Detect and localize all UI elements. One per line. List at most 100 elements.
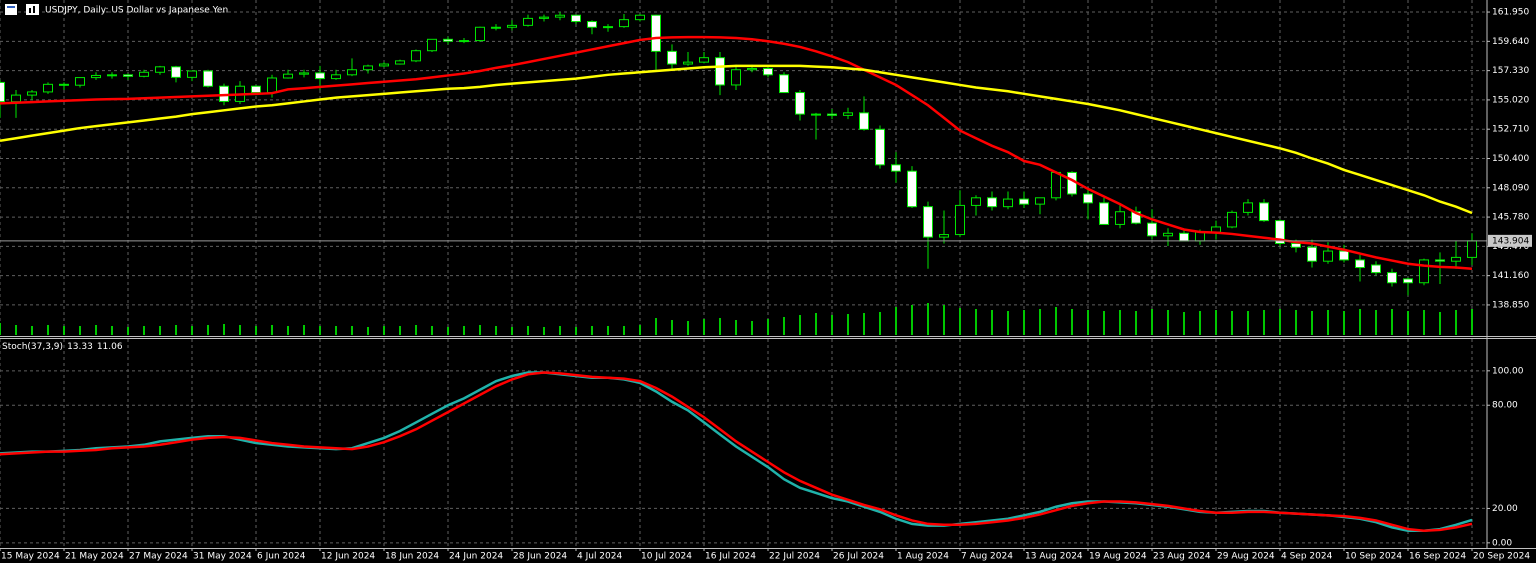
x-tick-label: 22 Jul 2024: [769, 552, 820, 562]
x-tick-label: 31 May 2024: [193, 552, 252, 562]
candle-body: [427, 38, 437, 52]
volume-bar: [863, 313, 865, 335]
stoch-plot: [0, 371, 1473, 533]
candle-body: [1371, 264, 1381, 274]
chart-icon-detail: [29, 8, 31, 13]
volume-bar: [1263, 310, 1265, 335]
candle-body: [955, 204, 965, 236]
candle-body: [1387, 272, 1397, 284]
volume-bar: [975, 309, 977, 335]
volume-bar: [911, 305, 913, 335]
chart-icon: [26, 4, 39, 15]
volume-bar: [1167, 310, 1169, 335]
y-tick-label: 159.640: [1492, 37, 1529, 47]
volume-bar: [1135, 311, 1137, 335]
volume-bar: [1007, 311, 1009, 335]
volume-bar: [767, 319, 769, 335]
volume-bar: [31, 326, 33, 335]
candle-body: [1035, 197, 1045, 205]
candle-body: [1419, 259, 1429, 284]
candle-body: [587, 21, 597, 28]
volume-bar: [655, 318, 657, 335]
candle-body: [635, 14, 645, 21]
candle-body: [203, 70, 213, 87]
title-bar: USDJPY, Daily: US Dollar vs Japanese Yen: [5, 4, 228, 16]
candle-body: [1339, 250, 1349, 261]
volume-bar: [623, 326, 625, 335]
indicator-title: Stoch(37,3,9): [2, 342, 63, 352]
volume-bar: [719, 318, 721, 335]
candle-body: [875, 128, 885, 166]
candle-body: [123, 74, 133, 77]
candle-body: [1147, 222, 1157, 237]
candle-body: [1323, 250, 1333, 262]
candle-body: [267, 77, 277, 94]
candle-body: [1435, 259, 1445, 262]
volume-bar: [479, 325, 481, 335]
volume-bar: [463, 326, 465, 335]
moving-average: [0, 64, 1473, 215]
volume-bar: [815, 313, 817, 335]
candle-body: [1275, 220, 1285, 244]
candle-body: [1163, 232, 1173, 237]
candle-body: [1355, 259, 1365, 269]
y-tick-label: 157.330: [1492, 66, 1529, 76]
volume-bar: [639, 325, 641, 335]
x-tick-label: 16 Sep 2024: [1409, 552, 1466, 562]
candle-body: [11, 94, 21, 103]
candle-body: [811, 113, 821, 116]
volume-bar: [319, 326, 321, 335]
main-plot: [0, 12, 1487, 335]
candle-body: [699, 57, 709, 63]
volume-bar: [1215, 310, 1217, 335]
candle-body: [107, 74, 117, 77]
volume-bar: [735, 320, 737, 335]
volume-bar: [95, 325, 97, 335]
stoch-grid: [0, 339, 1487, 548]
window-icon-detail: [7, 6, 15, 8]
volume-bar: [399, 326, 401, 335]
moving-average: [0, 35, 1473, 271]
volume-bar: [1247, 311, 1249, 335]
volume-bar: [879, 312, 881, 335]
volume-bar: [255, 326, 257, 335]
volume-bar: [1439, 312, 1441, 335]
volume-bar: [1087, 310, 1089, 335]
candle-body: [1099, 202, 1109, 225]
volume-bar: [159, 326, 161, 335]
x-tick-label: 19 Aug 2024: [1089, 552, 1147, 562]
y-tick-label: 138.850: [1492, 300, 1529, 310]
candle-body: [347, 69, 357, 76]
candle-body: [331, 74, 341, 80]
volume-bar: [671, 320, 673, 335]
volume-bar: [847, 314, 849, 335]
candle-body: [379, 63, 389, 67]
candle-body: [43, 83, 53, 93]
x-tick-label: 29 Aug 2024: [1217, 552, 1275, 562]
volume-bar: [175, 325, 177, 335]
volume-bar: [959, 308, 961, 335]
candle-body: [715, 57, 725, 86]
volume-bar: [1071, 309, 1073, 335]
indicator-signal-value: 11.06: [97, 342, 123, 352]
volume-bar: [223, 324, 225, 335]
candle-body: [0, 81, 5, 103]
volume-bar: [943, 305, 945, 335]
y-tick-label: 155.020: [1492, 95, 1529, 105]
candle-body: [491, 26, 501, 29]
volume-bar: [1103, 311, 1105, 335]
last-price-box: [1488, 234, 1532, 247]
y-tick-label: 161.950: [1492, 8, 1529, 18]
candle-body: [75, 77, 85, 86]
candle-body: [651, 14, 661, 52]
volume-bar: [1023, 310, 1025, 335]
volume-bar: [1231, 311, 1233, 335]
volume-bar: [143, 326, 145, 335]
candle-body: [1403, 278, 1413, 284]
volume-bar: [1311, 311, 1313, 335]
candle-body: [907, 170, 917, 208]
volume-bar: [351, 326, 353, 335]
candle-body: [1307, 246, 1317, 262]
volume-bar: [79, 326, 81, 335]
